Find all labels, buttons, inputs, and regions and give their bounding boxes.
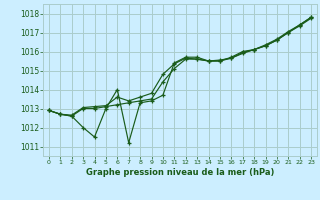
X-axis label: Graphe pression niveau de la mer (hPa): Graphe pression niveau de la mer (hPa) (86, 168, 274, 177)
